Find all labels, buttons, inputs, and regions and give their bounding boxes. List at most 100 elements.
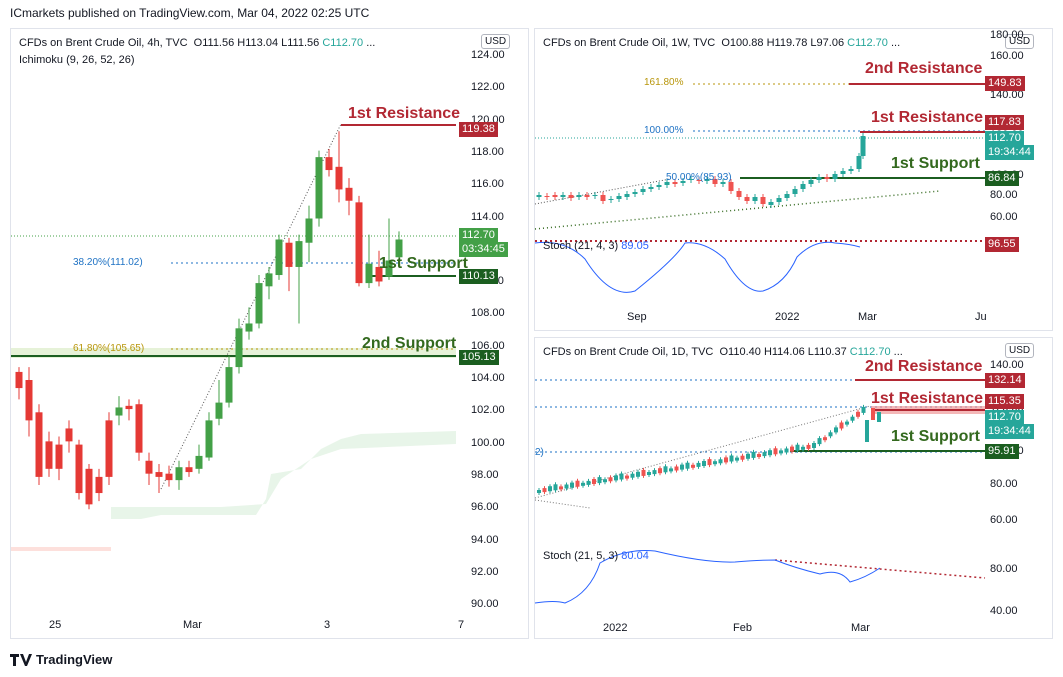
currency-button[interactable]: USD [481,34,511,49]
candle-body [828,432,833,437]
candle-body [600,195,606,201]
annotation-1st-resistance: 1st Resistance [348,105,461,122]
support-zone-band [11,348,456,358]
tradingview-logo-icon [10,653,32,666]
candle-body [790,446,794,452]
candle-body [663,466,668,473]
stoch-tick: 40.00 [990,605,1018,617]
chart-panel-weekly[interactable]: CFDs on Brent Crude Oil, 1W, TVC O100.88… [534,28,1053,331]
time-tick: 3 [324,619,331,631]
candle-body [648,187,654,189]
candle-body [625,475,629,479]
candle-body [619,473,624,480]
candle-body [746,453,750,459]
currency-button[interactable]: USD [1005,343,1035,358]
stoch-label: Stoch (21, 4, 3) 89.05 [543,240,649,252]
candle-body [544,196,550,197]
candle-body [335,166,343,190]
candle-body [581,482,585,486]
publisher-header: ICmarkets published on TradingView.com, … [10,6,370,20]
candle-body [275,239,283,276]
candle-body [624,194,630,197]
candle-body [205,420,213,458]
candle-body [45,441,53,469]
candle-body [784,194,790,198]
countdown-tag: 19:34:44 [985,145,1034,160]
annotation-1st-support: 1st Support [379,255,468,272]
candle-body [592,479,596,484]
candle-body [115,407,123,416]
candle-body [564,484,569,489]
candle-body [740,455,745,460]
stoch-line [534,241,861,293]
candle-body [195,455,203,469]
candle-body [762,452,767,457]
price-tick: 90.00 [471,598,499,611]
candle-body [744,197,750,201]
fib-label-382: 38.20%(111.02) [73,257,143,268]
price-tick: 114.00 [471,210,504,223]
candle-body [680,464,684,470]
candle-body [145,460,153,474]
candle-body [691,464,695,468]
symbol-title: CFDs on Brent Crude Oil, 1W, TVC O100.88… [543,37,901,49]
candle-body [685,462,690,469]
price-tick: 98.00 [471,468,499,481]
candle-body [575,480,580,487]
trend-line-upper [534,405,871,499]
price-tick: 102.00 [471,404,505,417]
candle-body [736,191,742,197]
candle-body [760,197,766,204]
time-tick: Mar [858,311,877,323]
candle-body [850,416,855,421]
candle-body [845,421,849,425]
candle-body [696,180,702,181]
candle-body [85,468,93,505]
countdown-tag: 03:34:45 [459,242,508,257]
candle-body [576,195,582,197]
time-tick: 7 [458,619,465,631]
candle-body [568,195,574,198]
candle-body [65,428,73,442]
time-tick: Ju [975,311,987,323]
candle-body [584,195,590,197]
candle-body [553,484,558,491]
fib-label-100: 100.00% [644,125,684,136]
tradingview-brand[interactable]: TradingView [10,652,112,667]
symbol-title: CFDs on Brent Crude Oil, 1D, TVC O110.40… [543,346,903,358]
price-tick: 60.00 [990,514,1018,526]
candle-body [616,196,622,199]
candle-body [729,455,734,462]
price-tick: 118.00 [471,145,504,158]
candle-body [536,195,542,197]
candle-body [688,179,694,180]
candle-body [603,479,607,483]
stoch-line [534,550,881,604]
candle-body [848,169,854,171]
candle-body [812,443,816,448]
candle-body [669,468,673,472]
candle-body [552,195,558,197]
trend-line [160,123,342,490]
candle-body [808,180,814,184]
candle-body [630,473,635,478]
level-tag-149: 149.83 [985,76,1025,91]
candle-body [135,404,143,453]
price-tick: 100.00 [471,436,505,449]
candle-body [105,420,113,477]
candle-body [295,241,303,267]
chart-panel-daily[interactable]: CFDs on Brent Crude Oil, 1D, TVC O110.40… [534,337,1053,639]
price-tick: 80.00 [990,189,1018,201]
chart-panel-4h[interactable]: CFDs on Brent Crude Oil, 4h, TVC O111.56… [10,28,529,639]
stoch-tick: 80.00 [990,563,1018,575]
candle-body [860,136,866,156]
currency-button[interactable]: USD [1005,34,1035,49]
candle-body [570,482,574,488]
candle-body [365,263,373,284]
candle-body [680,181,686,183]
candle-body [768,202,774,205]
candle-body [548,486,552,492]
candle-body [674,466,679,471]
time-tick: Sep [627,311,647,323]
candle-body [345,187,353,201]
